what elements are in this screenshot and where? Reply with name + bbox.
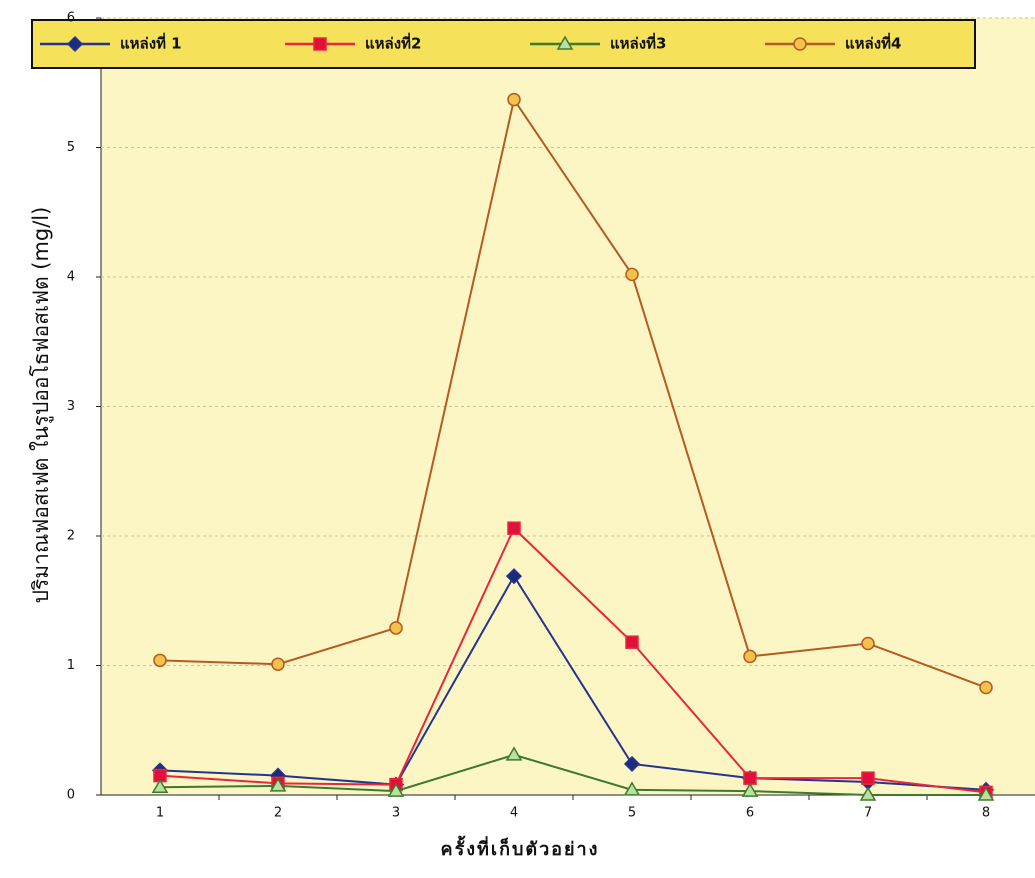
legend-label: แหล่งที่ 1 (120, 33, 182, 53)
data-point (390, 622, 402, 634)
data-point (154, 654, 166, 666)
data-point (744, 650, 756, 662)
data-point (744, 772, 756, 784)
y-tick-label: 0 (67, 788, 75, 803)
legend-marker (314, 38, 326, 50)
x-tick-label: 2 (274, 806, 282, 821)
y-axis-label: ปริมาณฟอสเฟต ในรูปออโธฟอสเฟต (mg/l) (29, 207, 54, 604)
x-tick-label: 4 (510, 806, 518, 821)
y-tick-label: 1 (67, 658, 75, 673)
x-tick-label: 8 (982, 806, 990, 821)
data-point (862, 637, 874, 649)
data-point (626, 636, 638, 648)
x-tick-label: 3 (392, 806, 400, 821)
data-point (508, 94, 520, 106)
chart: ครั้งที่เก็บตัวอย่าง ปริมาณฟอสเฟต ในรูปอ… (0, 0, 1035, 878)
legend-label: แหล่งที่4 (845, 33, 901, 53)
data-point (862, 772, 874, 784)
x-axis-label: ครั้งที่เก็บตัวอย่าง (441, 835, 600, 860)
legend-marker (794, 38, 806, 50)
data-point (980, 682, 992, 694)
data-point (508, 522, 520, 534)
y-tick-label: 3 (67, 399, 75, 414)
legend-label: แหล่งที่2 (365, 33, 421, 53)
y-tick-label: 5 (67, 140, 75, 155)
x-tick-label: 5 (628, 806, 636, 821)
y-tick-label: 2 (67, 529, 75, 544)
x-tick-label: 6 (746, 806, 754, 821)
y-tick-label: 4 (67, 270, 75, 285)
x-tick-label: 7 (864, 806, 872, 821)
y-tick-label: 6 (67, 11, 75, 26)
data-point (626, 268, 638, 280)
data-point (272, 658, 284, 670)
legend-label: แหล่งที่3 (610, 33, 666, 53)
x-tick-label: 1 (156, 806, 164, 821)
